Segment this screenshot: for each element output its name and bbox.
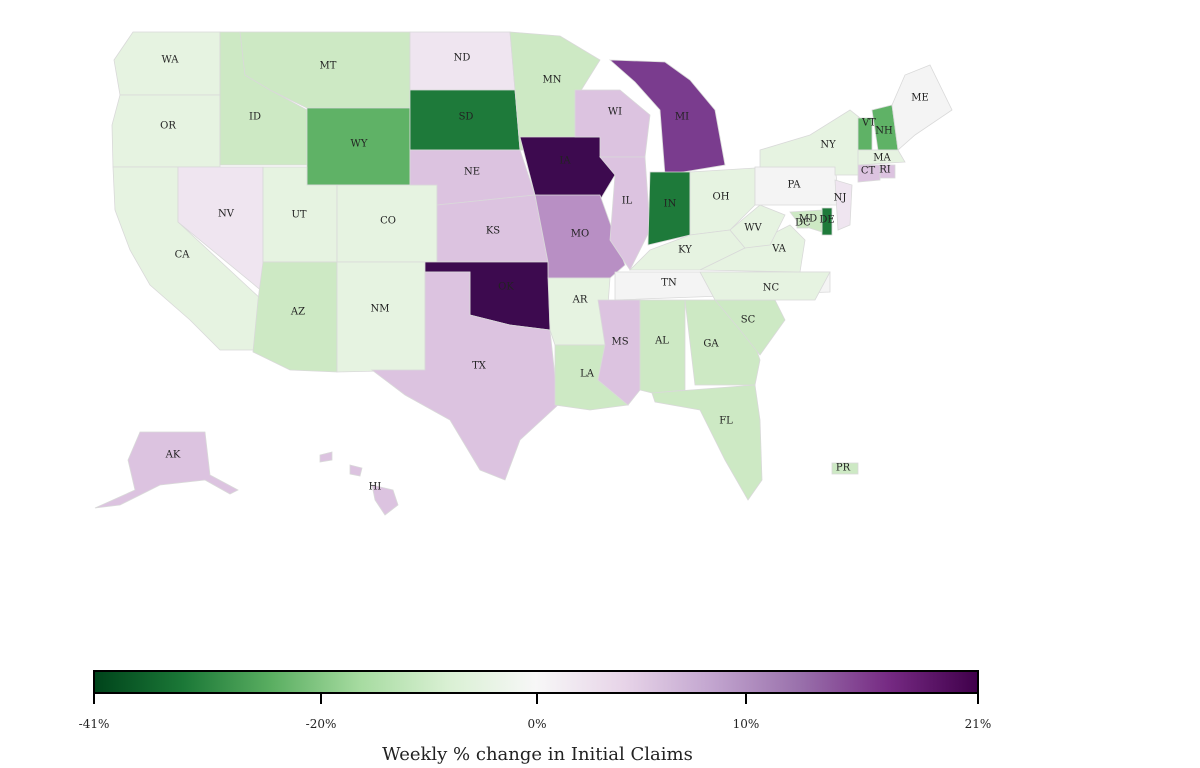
legend-title: Weekly % change in Initial Claims [382,744,693,765]
state-label-me: ME [911,93,929,104]
state-oh [689,167,756,236]
colorbar-tick-label: -41% [78,717,110,731]
state-label-ok: OK [498,282,514,293]
state-label-az: AZ [290,307,305,318]
us-choropleth-map: WA OR CA ID MT WY NV UT CO AZ NM ND SD NE KS OK TX MN IA MO… [94,31,953,516]
state-label-ne: NE [464,167,480,178]
colorbar-tick-label: 21% [964,717,992,731]
state-label-in: IN [664,199,677,210]
state-label-nd: ND [454,53,471,64]
state-hi [319,451,399,516]
state-label-ct: CT [861,166,876,177]
colorbar-tick [536,694,538,704]
state-label-mi: MI [675,112,689,123]
state-label-nc: NC [763,283,780,294]
state-label-al: AL [654,336,669,347]
state-label-pa: PA [787,180,801,191]
state-label-or: OR [160,121,176,132]
state-ct [857,164,881,183]
state-pr [831,462,859,475]
state-label-ar: AR [572,295,588,306]
state-label-dc: DC [795,218,811,229]
state-label-wy: WY [351,139,368,150]
state-label-de: DE [819,215,834,226]
state-label-ny: NY [820,140,836,151]
state-label-fl: FL [719,416,733,427]
state-label-co: CO [380,216,396,227]
state-label-md: MD [799,214,817,225]
state-al [639,299,686,394]
colorbar-tick-label: -20% [305,717,337,731]
state-label-nj: NJ [834,193,847,204]
state-label-wv: WV [744,223,762,234]
state-ma [857,149,906,166]
colorbar-tick-label: 0% [527,717,547,731]
state-wv [729,204,786,249]
state-label-mt: MT [320,61,337,72]
colorbar [93,670,979,694]
state-label-mn: MN [543,75,562,86]
state-label-ca: CA [175,250,191,261]
state-label-ms: MS [611,337,628,348]
state-label-id: ID [249,112,261,123]
state-label-ga: GA [703,339,719,350]
state-ny [759,109,861,176]
state-label-hi: HI [369,482,382,493]
state-label-nv: NV [218,209,235,220]
colorbar-tick [93,694,95,704]
state-label-nh: NH [875,126,893,137]
colorbar-tick [745,694,747,704]
state-label-ks: KS [486,226,500,237]
state-label-mo: MO [571,229,589,240]
state-label-sd: SD [459,112,474,123]
state-label-sc: SC [741,315,756,326]
state-label-ma: MA [873,153,891,164]
state-ak [94,431,239,509]
state-label-ia: IA [559,156,571,167]
state-label-pr: PR [836,463,851,474]
state-label-vt: VT [861,118,876,129]
state-label-ut: UT [291,210,306,221]
state-nm [336,261,426,373]
state-label-nm: NM [371,304,390,315]
colorbar-tick [320,694,322,704]
state-tx [370,271,559,481]
state-fl [651,384,763,501]
colorbar-tick-label: 10% [732,717,760,731]
state-label-tx: TX [472,361,487,372]
state-label-va: VA [771,244,787,255]
colorbar-tick [977,694,979,704]
state-dc [796,217,809,229]
state-label-wi: WI [608,107,622,118]
state-label-wa: WA [161,55,179,66]
state-label-il: IL [622,196,633,207]
state-mi [608,59,726,176]
state-me [891,64,953,151]
state-label-ak: AK [165,450,181,461]
state-nj [834,179,853,231]
state-va [699,224,806,273]
state-label-ri: RI [879,165,891,176]
state-label-ky: KY [678,245,692,256]
state-label-la: LA [580,369,595,380]
state-label-tn: TN [661,278,677,289]
state-label-oh: OH [713,192,730,203]
